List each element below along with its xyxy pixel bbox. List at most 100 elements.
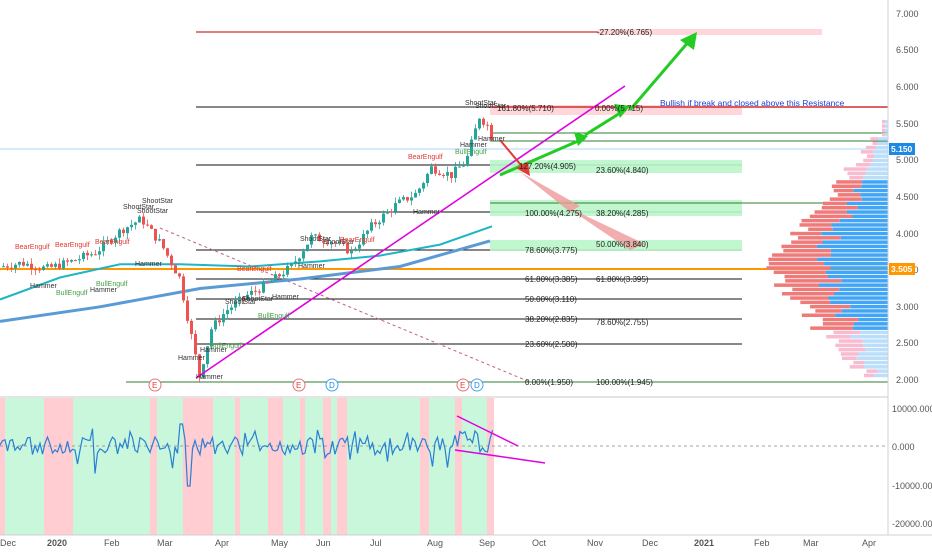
volume-bar-sell — [774, 283, 819, 287]
candle-body — [90, 254, 93, 256]
earnings-marker[interactable]: E — [456, 378, 470, 392]
fib-right-label: 23.60%(4.840) — [596, 166, 649, 175]
volume-bar-buy — [862, 175, 888, 180]
osc-tick: 0.000 — [892, 442, 915, 452]
candle-body — [182, 276, 185, 301]
candle-body — [450, 172, 453, 178]
volume-bar-buy — [856, 356, 888, 360]
candle-body — [134, 222, 137, 225]
candle-body — [198, 354, 201, 378]
dividend-marker[interactable]: D — [325, 378, 339, 392]
price-pane: 161.80%(5.710) 127.20%(4.905) 100.00%(4.… — [0, 28, 888, 392]
oscillator-background — [0, 398, 494, 535]
volume-bar-sell — [863, 158, 874, 163]
candle-body — [454, 166, 457, 178]
volume-bar-buy — [864, 360, 888, 365]
pattern-label: BullEngulf — [56, 290, 88, 297]
candle-body — [370, 222, 373, 231]
fib-left-label: 61.80%(3.385) — [525, 275, 578, 284]
volume-bar-buy — [830, 249, 888, 253]
candle-body — [210, 329, 213, 347]
osc-bg-red — [300, 398, 305, 535]
candle-body — [466, 155, 469, 165]
time-tick: Apr — [862, 538, 876, 548]
candle-body — [398, 199, 401, 203]
candle-body — [290, 263, 293, 266]
green-arrow-3-head — [680, 32, 697, 50]
fib-left-label: 38.20%(2.835) — [525, 315, 578, 324]
pattern-label: Hammer — [478, 136, 506, 143]
volume-bar-buy — [864, 365, 888, 369]
volume-bar-buy — [861, 184, 888, 188]
pattern-label: BullEngulf — [455, 149, 487, 156]
volume-bar-sell — [865, 145, 877, 150]
earnings-marker[interactable]: E — [292, 378, 306, 392]
volume-bar-buy — [821, 231, 888, 236]
candle-body — [362, 233, 365, 245]
volume-bar-sell — [785, 279, 842, 283]
volume-bar-buy — [877, 369, 888, 373]
candle-body — [214, 320, 217, 330]
candle-body — [322, 241, 325, 243]
oscillator-pane — [0, 398, 888, 535]
candle-body — [126, 227, 129, 234]
annotation-text: Bullish if break and closed above this R… — [660, 98, 845, 108]
fib-right-label: -27.20%(6.765) — [597, 28, 652, 37]
volume-bar-sell — [849, 365, 865, 369]
candle-body — [46, 264, 49, 267]
pattern-label: ShootStar — [475, 103, 507, 110]
volume-bar-buy — [833, 292, 888, 296]
candle-body — [42, 266, 45, 270]
volume-bar-sell — [792, 287, 840, 292]
candle-body — [234, 301, 237, 308]
volume-bar-buy — [853, 188, 888, 193]
zone-g3 — [490, 240, 742, 251]
earnings-marker[interactable]: E — [148, 378, 162, 392]
volume-bar-buy — [885, 120, 888, 124]
svg-text:E: E — [460, 381, 465, 390]
candle-body — [138, 216, 141, 223]
volume-bar-sell — [866, 154, 875, 158]
osc-tick: 10000.000 — [892, 404, 932, 414]
pattern-label: BearEngulf — [340, 237, 375, 244]
pattern-label: BearEngulf — [15, 244, 50, 251]
candle-body — [458, 166, 461, 168]
candle-body — [358, 244, 361, 249]
candle-body — [342, 241, 345, 244]
candle-body — [246, 294, 249, 299]
candle-body — [34, 269, 37, 271]
green-arrow-1-head — [574, 132, 588, 146]
volume-bar-buy — [863, 343, 888, 348]
candle-body — [258, 291, 261, 293]
volume-bar-sell — [822, 322, 854, 326]
volume-bar-sell — [856, 163, 870, 167]
volume-bar-buy — [824, 261, 888, 266]
price-axis: 7.000 6.500 6.000 5.500 5.000 4.500 4.00… — [887, 0, 919, 535]
volume-bar-buy — [874, 373, 888, 378]
volume-bar-buy — [850, 335, 888, 339]
volume-bar-sell — [841, 356, 857, 360]
pattern-label: Hammer — [200, 347, 228, 354]
volume-bar-sell — [843, 167, 867, 171]
volume-bar-buy — [877, 137, 888, 141]
candle-body — [190, 320, 193, 334]
green-arrow-2 — [584, 108, 626, 137]
dividend-marker[interactable]: D — [470, 378, 484, 392]
svg-text:5.150: 5.150 — [891, 144, 913, 154]
price-tick: 4.500 — [896, 192, 919, 202]
candle-body — [334, 242, 337, 244]
volume-bar-sell — [837, 193, 861, 197]
time-tick: 2020 — [47, 538, 67, 548]
time-tick: Jul — [370, 538, 382, 548]
volume-bar-sell — [829, 197, 862, 201]
volume-bar-buy — [817, 257, 888, 262]
pattern-label: ShootStar — [123, 204, 155, 211]
volume-bar-sell — [847, 171, 866, 176]
svg-text:D: D — [329, 381, 335, 390]
volume-bar-sell — [882, 124, 886, 128]
volume-bar-sell — [768, 261, 825, 266]
candle-body — [166, 248, 169, 256]
volume-bar-sell — [882, 132, 885, 137]
candle-body — [86, 252, 89, 256]
